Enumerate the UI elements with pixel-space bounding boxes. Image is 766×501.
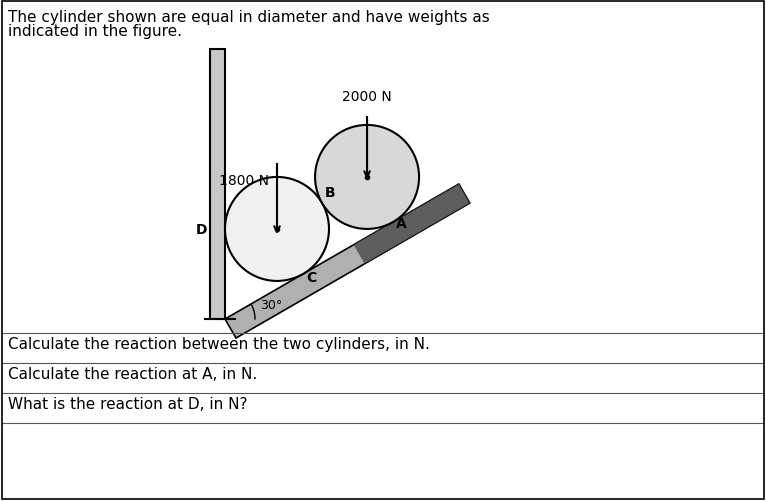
Text: 30°: 30° bbox=[260, 299, 282, 312]
Polygon shape bbox=[354, 185, 470, 264]
Text: indicated in the figure.: indicated in the figure. bbox=[8, 24, 182, 39]
Bar bbox=[210, 50, 225, 319]
Text: 2000 N: 2000 N bbox=[342, 90, 392, 104]
Text: B: B bbox=[325, 185, 336, 199]
Text: The cylinder shown are equal in diameter and have weights as: The cylinder shown are equal in diameter… bbox=[8, 10, 489, 25]
Text: What is the reaction at D, in N?: What is the reaction at D, in N? bbox=[8, 396, 247, 411]
Text: 1800 N: 1800 N bbox=[219, 173, 269, 187]
Circle shape bbox=[225, 177, 329, 282]
Polygon shape bbox=[225, 185, 470, 338]
Text: D: D bbox=[195, 222, 207, 236]
Text: A: A bbox=[396, 216, 407, 230]
Text: C: C bbox=[306, 271, 316, 285]
Circle shape bbox=[315, 126, 419, 229]
Text: Calculate the reaction at A, in N.: Calculate the reaction at A, in N. bbox=[8, 366, 257, 381]
Text: Calculate the reaction between the two cylinders, in N.: Calculate the reaction between the two c… bbox=[8, 336, 430, 351]
